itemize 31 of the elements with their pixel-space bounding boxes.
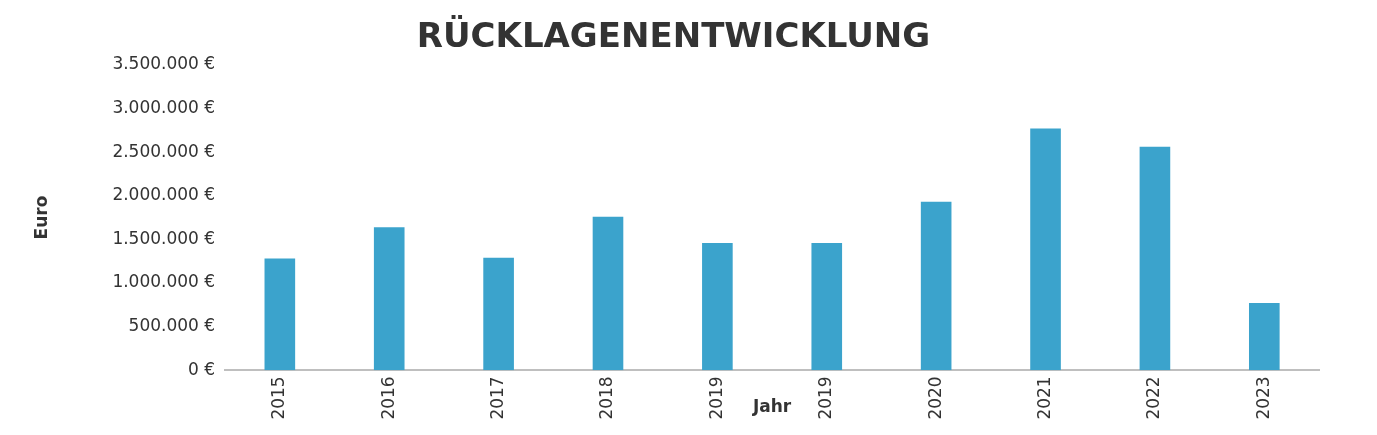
bar bbox=[811, 242, 843, 371]
y-tick-label: 3.500.000 € bbox=[112, 53, 216, 74]
y-tick-label: 1.500.000 € bbox=[112, 227, 216, 248]
x-tick-label: 2020 bbox=[924, 376, 945, 420]
bar bbox=[1030, 128, 1061, 371]
y-tick-label: 3.000.000 € bbox=[112, 96, 216, 117]
x-tick-label: 2019 bbox=[815, 376, 836, 420]
y-tick-label: 0 € bbox=[188, 358, 216, 379]
bar bbox=[920, 201, 952, 371]
bar bbox=[1139, 146, 1171, 371]
x-tick-label: 2015 bbox=[268, 376, 289, 420]
y-tick-label: 2.000.000 € bbox=[112, 184, 216, 205]
y-tick-label: 500.000 € bbox=[128, 315, 216, 336]
chart-title: RÜCKLAGENENTWICKLUNG bbox=[416, 15, 931, 56]
bar bbox=[483, 257, 514, 371]
x-axis-title: Jahr bbox=[751, 396, 792, 417]
bar bbox=[702, 242, 733, 371]
x-tick-label: 2023 bbox=[1252, 376, 1273, 420]
y-tick-label: 1.000.000 € bbox=[112, 271, 216, 292]
bar bbox=[264, 258, 296, 371]
x-tick-label: 2018 bbox=[596, 376, 617, 420]
y-axis-title: Euro bbox=[30, 195, 51, 240]
bar bbox=[592, 216, 624, 371]
y-tick-label: 2.500.000 € bbox=[112, 140, 216, 161]
x-tick-label: 2019 bbox=[705, 376, 726, 420]
x-tick-label: 2021 bbox=[1033, 376, 1054, 420]
bar bbox=[373, 227, 405, 371]
x-tick-label: 2017 bbox=[487, 376, 508, 420]
x-tick-label: 2016 bbox=[377, 376, 398, 420]
x-tick-label: 2022 bbox=[1143, 376, 1164, 420]
bar bbox=[1248, 303, 1280, 371]
